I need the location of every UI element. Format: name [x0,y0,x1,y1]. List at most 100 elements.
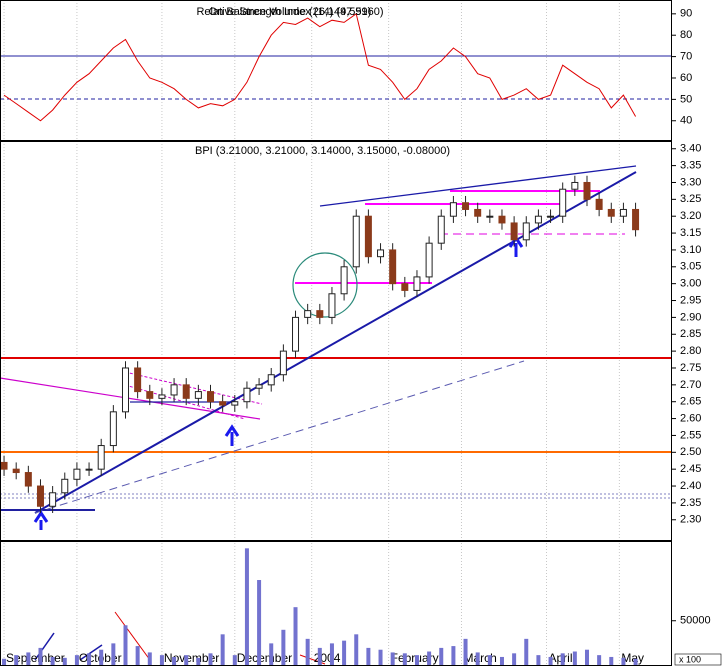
volume-bar [26,652,31,666]
volume-bar [475,652,480,666]
candle-body [12,468,20,474]
volume-bar [524,638,529,666]
marks-layer: 40 50 60 70 80 90 2.30 2.35 2.40 2.45 2.50 2.55 2.60… [0,8,711,666]
volume-bar [123,625,128,666]
candle-body [595,198,603,210]
volume-bar [38,647,43,666]
volume-bar [463,638,468,666]
x-tick-label: December [237,651,292,665]
candle-body [607,208,615,217]
candle-body [559,188,567,217]
candle-body [182,384,190,399]
candle-body [85,468,93,471]
candle-body [413,276,421,291]
y-tick-label: 3.05 [680,261,701,273]
candle-body [219,401,227,406]
candle-body [158,394,166,399]
y-tick-label: 2.45 [680,463,701,475]
volume-bar [378,649,383,666]
volume-bar [269,643,274,666]
volume-bar [414,655,419,666]
volume-bar [390,652,395,666]
volume-bar [305,638,310,666]
volume-bar [487,655,492,666]
candle-body [304,310,312,318]
volume-bar [536,655,541,666]
volume-bar [402,653,407,666]
volume-bar [451,646,456,666]
y-tick-label: 3.40 [680,143,701,155]
candle-body [292,316,300,352]
candle-body [243,387,251,403]
candle-body [498,215,506,224]
candle-body [510,222,518,241]
candle-body [49,492,57,507]
volume-bar [621,657,626,666]
x-tick-label: March [463,651,496,665]
y-tick-label: 3.20 [680,210,701,222]
y-tick-label: 2.35 [680,497,701,509]
y-tick-label: 3.00 [680,278,701,290]
panel-frame [0,141,672,541]
y-tick-label: 50000 [680,615,711,627]
volume-bar [609,656,614,666]
candle-body [231,401,239,406]
candle-body [121,367,129,413]
trend-line [0,377,261,420]
x-tick-label: April [549,651,573,665]
volume-bar [14,655,19,666]
y-tick-label: 2.30 [680,514,701,526]
candle-body [24,472,32,487]
candle-body [547,215,555,218]
volume-bar [159,655,164,666]
candle-body [571,181,579,190]
candle-body [61,478,69,494]
volume-bar [257,580,262,666]
candle-body [340,266,348,295]
volume-bar [220,634,225,666]
y-tick-label: 3.30 [680,176,701,188]
candle-body [534,215,542,224]
y-tick-label: 2.50 [680,446,701,458]
candle-body [449,202,457,217]
trend-line [34,360,525,514]
candle-body [279,350,287,376]
volume-bar [439,647,444,666]
volume-bar [366,647,371,666]
volume-bar [512,653,517,666]
candle-body [486,215,494,218]
candle-body [583,181,591,200]
volume-bar [172,656,177,666]
x-tick-label: September [6,651,65,665]
candle-body [352,215,360,268]
highlight-circle [292,252,358,318]
volume-bar [633,658,638,666]
candle-body [316,310,324,318]
y-tick-label: 3.25 [680,193,701,205]
candle-body [437,215,445,244]
y-tick-label: 50 [680,93,692,105]
volume-bar [572,651,577,666]
y-tick-label: 3.35 [680,160,701,172]
arrow [224,424,240,446]
volume-trend-line [114,611,151,661]
candle-body [522,222,530,241]
volume-bar [135,646,140,666]
channel-line [124,371,263,405]
candle-body [474,208,482,217]
unit-label: x 100 [679,654,701,664]
volume-bar [147,652,152,666]
volume-bar [317,647,322,666]
candle-body [36,485,44,507]
y-tick-label: 3.10 [680,244,701,256]
volume-bar [584,649,589,666]
y-tick-label: 2.80 [680,345,701,357]
volume-bar [293,607,298,666]
uptrend-line [34,171,637,514]
candle-body [267,374,275,386]
y-tick-label: 40 [680,115,692,127]
volume-bar [50,656,55,666]
volume-bar [184,655,189,666]
